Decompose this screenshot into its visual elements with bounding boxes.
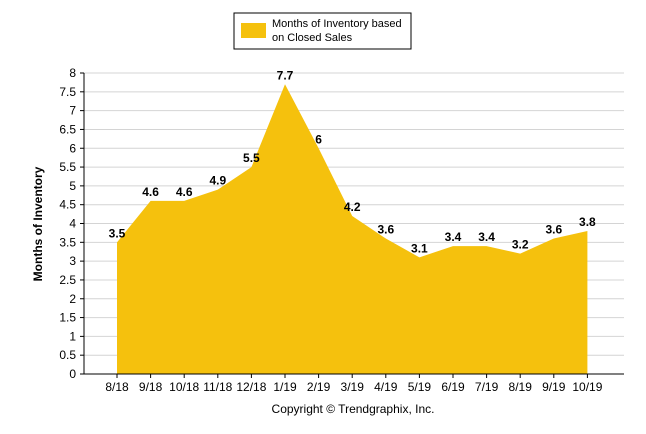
data-label: 3.1 <box>411 241 428 255</box>
y-tick-label: 4 <box>69 217 76 231</box>
data-label: 4.6 <box>142 185 159 199</box>
data-label: 3.8 <box>579 215 596 229</box>
x-tick-label: 9/19 <box>542 380 566 394</box>
data-label: 4.9 <box>209 174 226 188</box>
area-series <box>117 84 588 374</box>
x-tick-label: 7/19 <box>475 380 499 394</box>
data-label: 3.6 <box>377 223 394 237</box>
y-tick-label: 0 <box>69 367 76 381</box>
x-tick-label: 4/19 <box>374 380 398 394</box>
data-label: 3.4 <box>445 230 462 244</box>
data-label: 6 <box>315 132 322 146</box>
x-tick-label: 11/18 <box>203 380 232 394</box>
x-tick-label: 1/19 <box>273 380 297 394</box>
y-tick-label: 3.5 <box>59 235 76 249</box>
y-tick-label: 8 <box>69 66 76 80</box>
y-axis-title: Months of Inventory <box>31 166 45 281</box>
data-label: 4.6 <box>176 185 193 199</box>
x-tick-label: 9/18 <box>139 380 163 394</box>
y-tick-label: 1 <box>69 329 76 343</box>
data-label: 7.7 <box>277 68 294 82</box>
data-labels: 3.5 4.6 4.6 4.9 5.5 7.7 6 4.2 3.6 3.1 3.4 3.4 3.2 3.6… <box>109 68 596 255</box>
data-label: 3.5 <box>109 226 126 240</box>
x-tick-label: 3/19 <box>341 380 365 394</box>
x-axis-ticks: 8/18 9/18 10/18 11/18 12/18 1/19 2/19 3/19 4/19 5… <box>105 374 603 394</box>
x-tick-label: 2/19 <box>307 380 331 394</box>
x-tick-label: 8/18 <box>105 380 129 394</box>
legend-label-line-1: Months of Inventory based <box>272 18 402 30</box>
data-label: 3.2 <box>512 238 529 252</box>
legend-swatch <box>241 23 266 38</box>
y-axis-ticks: 0 0.5 1 1.5 2 2.5 3 3.5 4 4.5 5 5.5 6 6.5 7 7.5 8 <box>59 66 84 381</box>
y-tick-label: 5 <box>69 179 76 193</box>
x-tick-label: 5/19 <box>408 380 432 394</box>
data-label: 3.6 <box>545 223 562 237</box>
y-tick-label: 6.5 <box>59 122 76 136</box>
y-tick-label: 3 <box>69 254 76 268</box>
y-tick-label: 7 <box>69 104 76 118</box>
copyright-text: Copyright © Trendgraphix, Inc. <box>272 402 435 416</box>
y-tick-label: 6 <box>69 141 76 155</box>
x-tick-label: 10/18 <box>169 380 199 394</box>
x-tick-label: 12/18 <box>236 380 266 394</box>
y-tick-label: 7.5 <box>59 85 76 99</box>
legend: Months of Inventory based on Closed Sale… <box>233 12 412 50</box>
data-label: 5.5 <box>243 151 260 165</box>
x-tick-label: 6/19 <box>441 380 465 394</box>
x-tick-label: 8/19 <box>509 380 533 394</box>
y-tick-label: 2 <box>69 292 76 306</box>
plot-area: 0 0.5 1 1.5 2 2.5 3 3.5 4 4.5 5 5.5 6 6.5 7 7.5 8 8/18 9/… <box>59 66 624 394</box>
y-tick-label: 1.5 <box>59 311 76 325</box>
y-tick-label: 0.5 <box>59 348 76 362</box>
data-label: 3.4 <box>478 230 495 244</box>
legend-label-line-2: on Closed Sales <box>272 32 353 44</box>
data-label: 4.2 <box>344 200 361 214</box>
y-tick-label: 2.5 <box>59 273 76 287</box>
y-tick-label: 5.5 <box>59 160 76 174</box>
y-tick-label: 4.5 <box>59 198 76 212</box>
x-tick-label: 10/19 <box>572 380 602 394</box>
